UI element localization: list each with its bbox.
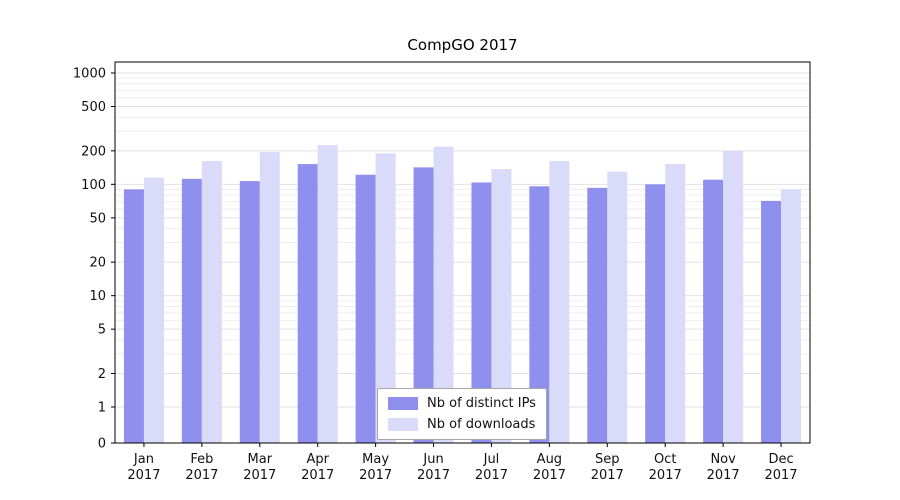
legend: Nb of distinct IPs Nb of downloads xyxy=(377,388,547,440)
x-tick-label-month: Jun xyxy=(422,452,443,467)
bar-ips-aug xyxy=(529,186,550,443)
bar-ips-jan xyxy=(123,189,144,443)
bar-ips-may xyxy=(355,174,376,443)
bar-ips-dec xyxy=(761,200,782,443)
bar-downloads-jan xyxy=(143,177,164,444)
x-tick-label-month: May xyxy=(362,452,389,467)
bar-downloads-feb xyxy=(201,161,222,443)
bar-ips-nov xyxy=(703,179,724,443)
x-tick-label-year: 2017 xyxy=(649,468,682,483)
y-tick-label: 10 xyxy=(89,289,106,304)
x-tick-label-month: Mar xyxy=(248,452,273,467)
legend-label-ips: Nb of distinct IPs xyxy=(427,396,536,411)
bar-ips-jul xyxy=(471,182,492,443)
x-tick-label-year: 2017 xyxy=(185,468,218,483)
bar-downloads-may xyxy=(375,153,396,443)
bar-ips-apr xyxy=(297,164,318,443)
y-tick-label: 0 xyxy=(98,437,106,452)
x-tick-label-year: 2017 xyxy=(359,468,392,483)
bar-downloads-aug xyxy=(549,161,570,443)
legend-item-ips: Nb of distinct IPs xyxy=(388,396,536,411)
x-tick-label-year: 2017 xyxy=(417,468,450,483)
bar-downloads-nov xyxy=(723,150,744,443)
legend-label-downloads: Nb of downloads xyxy=(427,417,536,432)
bar-downloads-apr xyxy=(317,145,338,444)
chart-title: CompGO 2017 xyxy=(407,36,518,54)
x-tick-label-month: Oct xyxy=(654,452,676,467)
x-tick-label-month: Sep xyxy=(595,452,620,467)
bar-ips-mar xyxy=(239,181,260,443)
x-tick-label-year: 2017 xyxy=(475,468,508,483)
y-tick-label: 1 xyxy=(98,401,106,416)
x-tick-label-year: 2017 xyxy=(707,468,740,483)
x-tick-label-year: 2017 xyxy=(533,468,566,483)
x-tick-label-year: 2017 xyxy=(127,468,160,483)
y-tick-label: 20 xyxy=(89,256,106,271)
x-tick-label-month: Jul xyxy=(483,452,500,467)
bar-ips-feb xyxy=(181,178,202,443)
y-tick-label: 5 xyxy=(98,323,106,338)
bar-ips-oct xyxy=(645,184,666,444)
y-tick-label: 100 xyxy=(81,178,106,193)
bar-ips-sep xyxy=(587,187,608,443)
legend-swatch-ips xyxy=(388,397,418,410)
bar-downloads-dec xyxy=(781,189,802,443)
bar-downloads-sep xyxy=(607,171,628,443)
x-tick-label-month: Nov xyxy=(710,452,736,467)
y-tick-label: 2 xyxy=(98,367,106,382)
x-tick-label-month: Apr xyxy=(306,452,329,467)
bar-downloads-jun xyxy=(433,146,454,443)
x-tick-label-year: 2017 xyxy=(243,468,276,483)
x-tick-label-month: Jan xyxy=(133,452,154,467)
bar-downloads-mar xyxy=(259,152,280,443)
bar-downloads-jul xyxy=(491,169,512,444)
legend-item-downloads: Nb of downloads xyxy=(388,417,536,432)
x-tick-label-year: 2017 xyxy=(591,468,624,483)
y-tick-label: 200 xyxy=(81,144,106,159)
y-tick-label: 1000 xyxy=(73,67,106,82)
x-tick-label-year: 2017 xyxy=(301,468,334,483)
y-tick-label: 500 xyxy=(81,100,106,115)
x-tick-label-year: 2017 xyxy=(764,468,797,483)
axes-frame xyxy=(114,61,811,444)
x-tick-label-month: Dec xyxy=(768,452,793,467)
bar-ips-jun xyxy=(413,167,434,443)
legend-swatch-downloads xyxy=(388,418,418,431)
x-tick-label-month: Feb xyxy=(190,452,213,467)
bar-downloads-oct xyxy=(665,164,686,443)
x-tick-label-month: Aug xyxy=(537,452,562,467)
y-tick-label: 50 xyxy=(89,211,106,226)
